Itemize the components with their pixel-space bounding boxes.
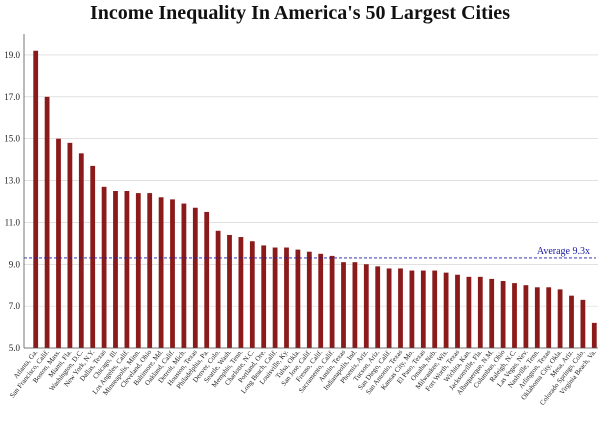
bar (227, 234, 232, 348)
bar (512, 283, 517, 348)
bar (523, 285, 529, 348)
bar (591, 322, 597, 348)
bar (466, 276, 472, 348)
bar (375, 266, 381, 348)
bar (284, 247, 289, 348)
bar (546, 287, 552, 348)
bar (318, 253, 324, 348)
bar (420, 270, 426, 348)
bar (363, 264, 369, 348)
bar (158, 197, 164, 348)
bar (192, 207, 198, 348)
y-tick-label: 7.0 (9, 301, 21, 311)
bar (341, 262, 346, 348)
bar (90, 165, 96, 348)
bar (569, 295, 574, 348)
y-tick-label: 19.0 (4, 50, 20, 60)
bar (147, 193, 153, 348)
y-tick-label: 5.0 (9, 343, 21, 353)
bar (135, 193, 141, 348)
bar (500, 281, 506, 348)
bar (238, 237, 244, 348)
axes: 5.0 7.0 9.0 11.0 13.0 15.0 17.0 19.0 (4, 34, 598, 353)
bar (557, 289, 563, 348)
average-label: Average 9.3x (537, 246, 590, 257)
bar (261, 245, 267, 348)
average-line-group: Average 9.3x (24, 246, 596, 259)
bar (329, 255, 335, 348)
bar (398, 268, 403, 348)
bar (215, 230, 221, 348)
bar (181, 203, 187, 348)
bar (204, 211, 210, 348)
y-tick-label: 17.0 (4, 92, 20, 102)
bar (272, 247, 278, 348)
category-labels: Atlanta, Ga.San Francisco, Calif.Boston,… (8, 348, 598, 407)
bar (67, 142, 73, 348)
y-tick-label: 13.0 (4, 176, 20, 186)
bar (489, 278, 495, 348)
bar (432, 270, 438, 348)
bars (33, 50, 597, 348)
y-tick-label: 15.0 (4, 134, 20, 144)
bar (101, 186, 107, 348)
bar (409, 270, 415, 348)
bar (33, 50, 39, 348)
bar (477, 276, 483, 348)
bar (306, 251, 312, 348)
y-tick-label: 9.0 (9, 259, 21, 269)
bar (534, 287, 540, 348)
bar (580, 299, 586, 348)
bar (443, 272, 449, 348)
bar (56, 138, 61, 348)
bar (124, 191, 130, 348)
bar (170, 199, 175, 348)
bar (455, 274, 460, 348)
bar (249, 241, 255, 348)
bar (295, 249, 301, 348)
bar (44, 96, 50, 348)
bar (386, 268, 392, 348)
chart-title: Income Inequality In America's 50 Larges… (90, 2, 510, 24)
bar (78, 153, 84, 348)
bar (352, 262, 358, 348)
y-tick-label: 11.0 (5, 217, 21, 227)
bar (113, 191, 118, 348)
